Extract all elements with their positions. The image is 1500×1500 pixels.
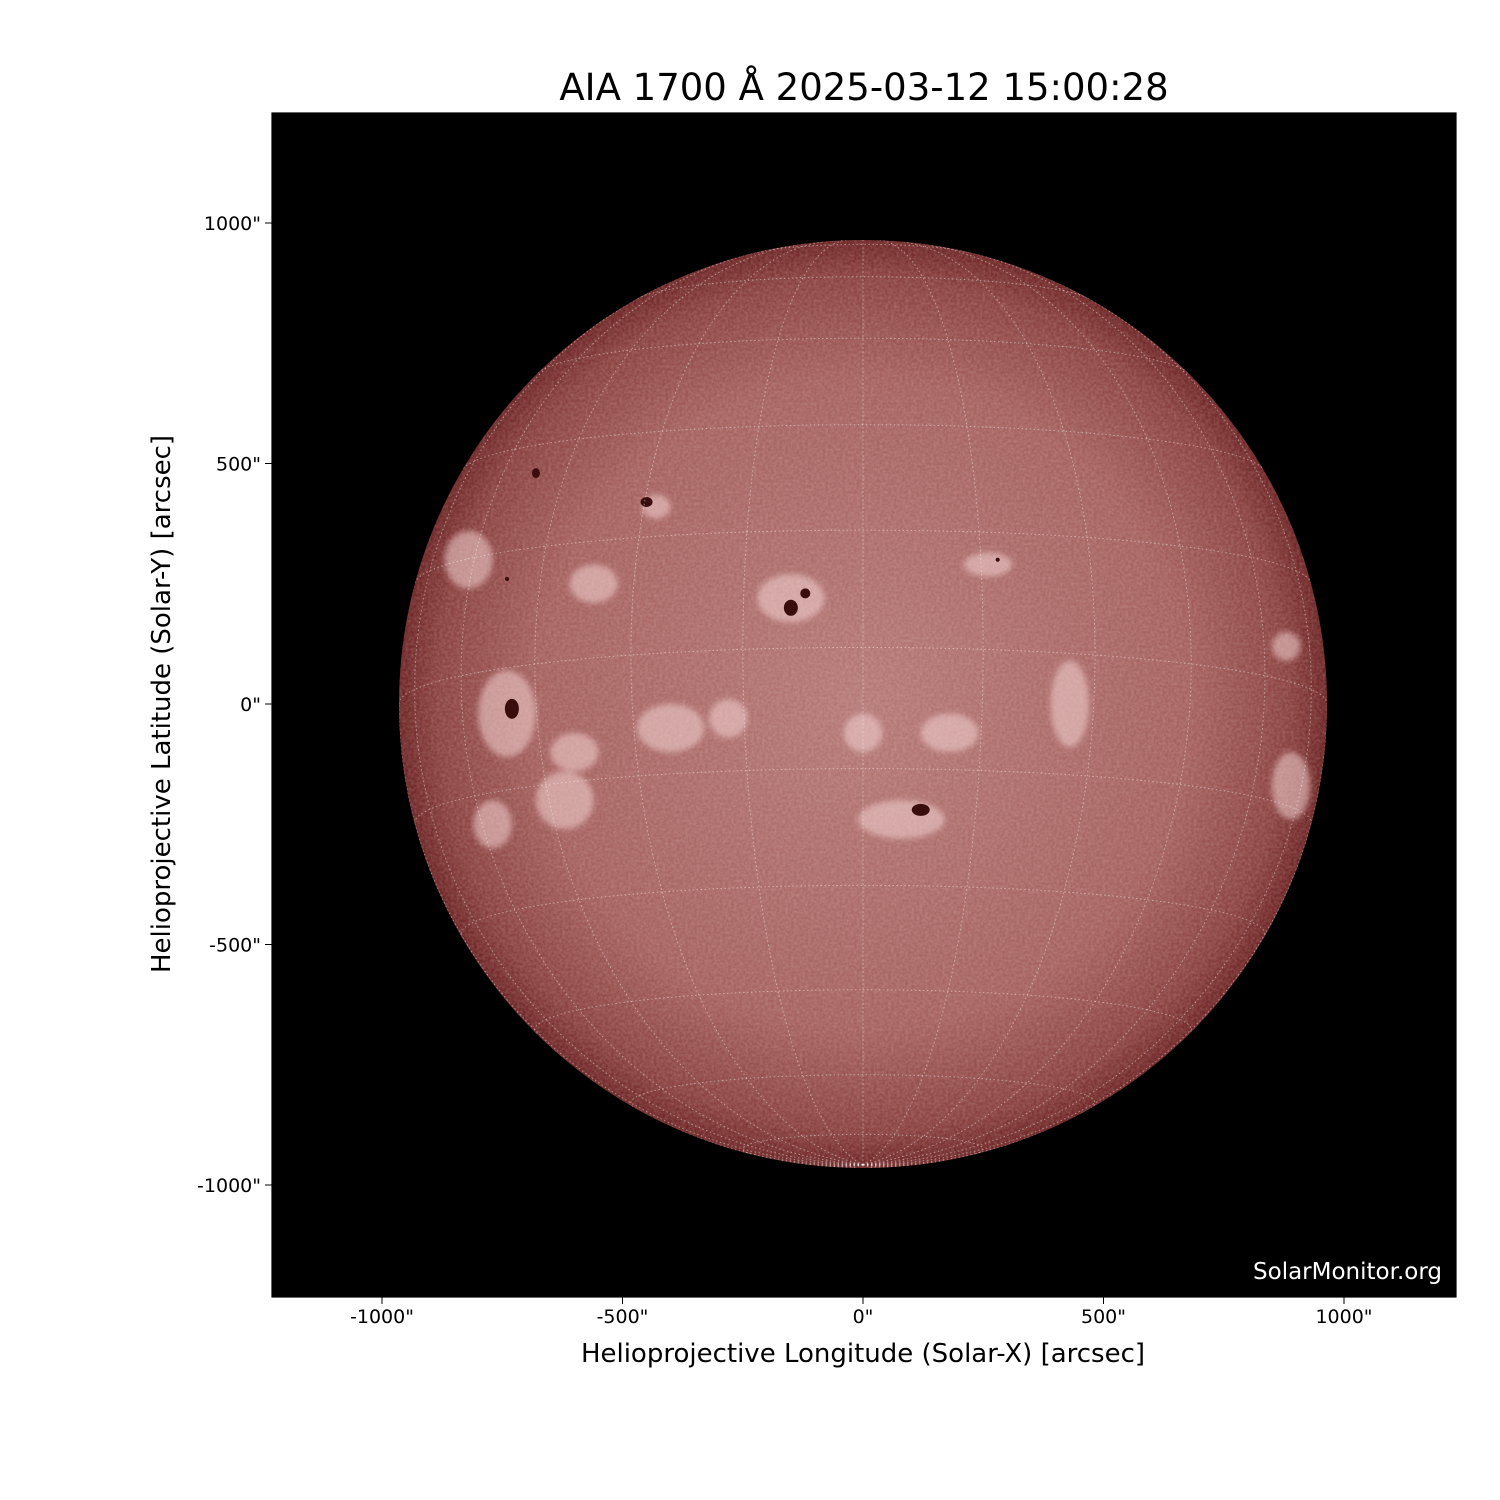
longitude-line — [399, 703, 864, 1166]
sunspot — [504, 698, 519, 719]
longitude-line — [862, 241, 1096, 1166]
plage — [535, 771, 594, 830]
x-tick-label: -1000" — [350, 1306, 414, 1328]
plage — [1050, 660, 1090, 748]
sunspot — [640, 496, 653, 507]
plage — [569, 564, 618, 603]
plage — [473, 800, 512, 849]
longitude-line — [862, 249, 1266, 1166]
y-tick-label: 500" — [216, 454, 261, 476]
plage — [550, 732, 599, 772]
sunspot — [800, 588, 811, 599]
plage — [636, 704, 705, 753]
latitude-line — [537, 337, 1189, 374]
plage — [920, 713, 979, 753]
sunspot — [783, 599, 798, 616]
latitude-line — [414, 529, 1312, 584]
sunspot — [505, 576, 510, 581]
plage — [757, 574, 825, 623]
longitude-line — [414, 283, 864, 1166]
x-tick-label: -500" — [597, 1306, 649, 1328]
sunspot — [531, 468, 540, 479]
plot-title: AIA 1700 Å 2025-03-12 15:00:28 — [559, 66, 1169, 109]
plage — [709, 699, 748, 738]
longitude-line — [534, 242, 864, 1166]
latitude-line — [534, 989, 1192, 1035]
heliographic-grid — [399, 240, 1327, 1168]
longitude-line — [460, 249, 864, 1166]
latitude-line — [630, 1074, 1096, 1110]
y-tick-label: -1000" — [197, 1175, 261, 1197]
y-tick-label: -500" — [209, 935, 261, 957]
solar-disk — [399, 240, 1327, 1168]
x-axis-label: Helioprojective Longitude (Solar-X) [arc… — [581, 1339, 1145, 1369]
plage — [1271, 631, 1301, 661]
longitude-line — [862, 703, 1327, 1166]
latitude-line — [742, 1133, 984, 1156]
axes-frame — [271, 112, 1457, 1298]
watermark: SolarMonitor.org — [1253, 1259, 1442, 1285]
plage — [964, 552, 1013, 577]
plage — [858, 800, 945, 839]
y-axis-label: Helioprojective Latitude (Solar-Y) [arcs… — [147, 435, 177, 973]
x-tick-label: 500" — [1081, 1306, 1126, 1328]
latitude-line — [414, 768, 1312, 824]
latitude-line — [462, 424, 1264, 469]
y-tick-label: 1000" — [204, 213, 261, 235]
plage-regions — [444, 494, 1311, 849]
plage — [843, 713, 883, 753]
plage — [1271, 752, 1311, 820]
sunspot — [911, 803, 930, 816]
longitude-line — [862, 283, 1312, 1166]
latitude-line — [460, 884, 1266, 938]
chromospheric-network-texture — [399, 240, 1327, 1168]
x-tick-label: 0" — [853, 1306, 874, 1328]
sunspots — [504, 468, 1000, 816]
sunspot — [995, 557, 1000, 562]
plage — [444, 530, 493, 589]
longitude-line — [862, 242, 1192, 1166]
longitude-line — [862, 1164, 896, 1168]
longitude-line — [630, 241, 864, 1166]
x-tick-label: 1000" — [1315, 1306, 1372, 1328]
longitude-line — [830, 1164, 864, 1168]
y-tick-label: 0" — [240, 694, 261, 716]
